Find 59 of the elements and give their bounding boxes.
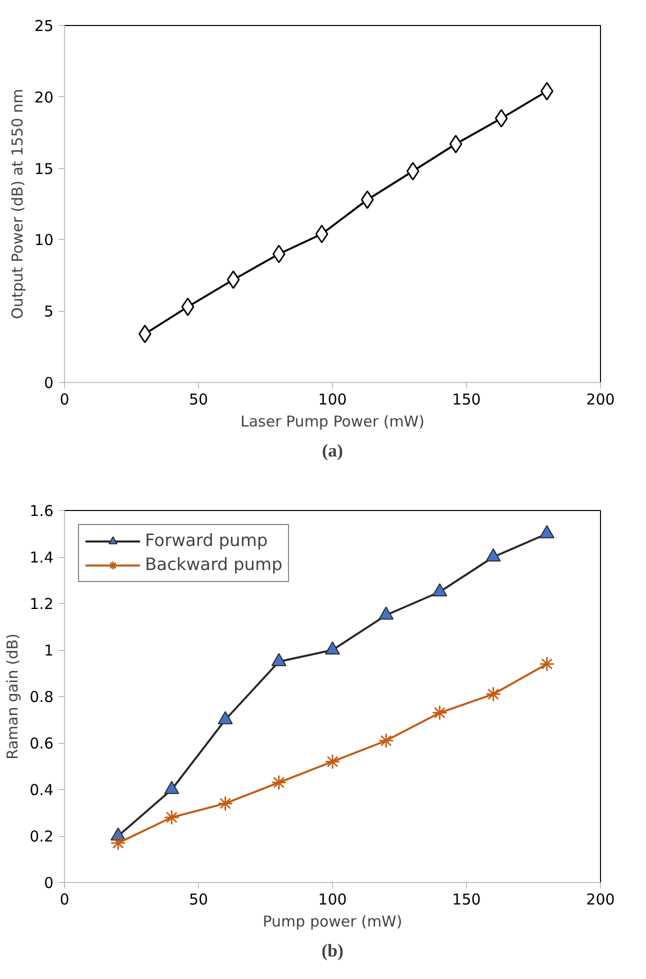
point (449, 134, 462, 154)
point (486, 548, 501, 562)
legend-label: Backward pump (145, 555, 282, 575)
point (110, 835, 126, 851)
legend-label: Forward pump (145, 531, 268, 551)
point (271, 653, 286, 666)
point (218, 796, 234, 812)
point (539, 525, 554, 538)
point (378, 732, 394, 748)
point (539, 656, 555, 672)
x-tick-label: 200 (586, 890, 615, 908)
y-tick-label: 5 (44, 302, 54, 321)
point (494, 109, 508, 128)
y-tick-label: 0.2 (30, 828, 54, 846)
y-tick-label: 0 (44, 874, 54, 892)
x-tick-label: 150 (452, 390, 481, 408)
point (181, 298, 194, 316)
point (378, 606, 394, 620)
text: (a) (322, 440, 344, 460)
point (540, 82, 554, 100)
point (271, 774, 287, 790)
x-axis-title: Pump power (mW) (262, 912, 402, 930)
text: (b) (322, 940, 344, 960)
y-tick-label: 0.4 (30, 781, 54, 799)
point (315, 224, 328, 244)
y-tick-label: 1.4 (30, 548, 54, 566)
y-tick-label: 1.2 (30, 595, 54, 613)
x-axis-title: Laser Pump Power (mW) (240, 412, 424, 430)
y-tick-label: 20 (34, 88, 54, 106)
x-tick-label: 50 (188, 390, 208, 408)
x-tick-label: 100 (318, 890, 347, 908)
y-axis-title: Output Power (dB) at 1550 nm (8, 88, 26, 320)
x-tick-label: 0 (60, 890, 70, 908)
y-axis-title: Raman gain (dB) (4, 633, 22, 760)
x-tick-label: 50 (188, 890, 208, 908)
point (432, 705, 448, 721)
y-tick-label: 10 (34, 231, 54, 250)
point (138, 324, 152, 344)
x-tick-label: 150 (452, 890, 481, 908)
x-tick-label: 0 (60, 390, 70, 408)
point (226, 270, 240, 289)
y-tick-label: 1 (44, 642, 54, 660)
point (486, 686, 502, 702)
y-tick-label: 1.6 (30, 502, 54, 520)
point (164, 810, 180, 826)
y-tick-label: 0.8 (30, 688, 54, 706)
x-tick-label: 200 (586, 390, 615, 408)
point (272, 244, 286, 264)
y-tick-label: 0 (44, 374, 54, 392)
y-tick-label: 25 (34, 17, 54, 35)
point (432, 583, 448, 596)
point (218, 711, 233, 724)
y-tick-label: 0.6 (30, 734, 54, 752)
x-tick-label: 100 (318, 390, 347, 408)
point (406, 162, 420, 180)
point (325, 641, 340, 655)
point (360, 190, 374, 209)
point (324, 754, 340, 770)
y-tick-label: 15 (34, 160, 54, 178)
